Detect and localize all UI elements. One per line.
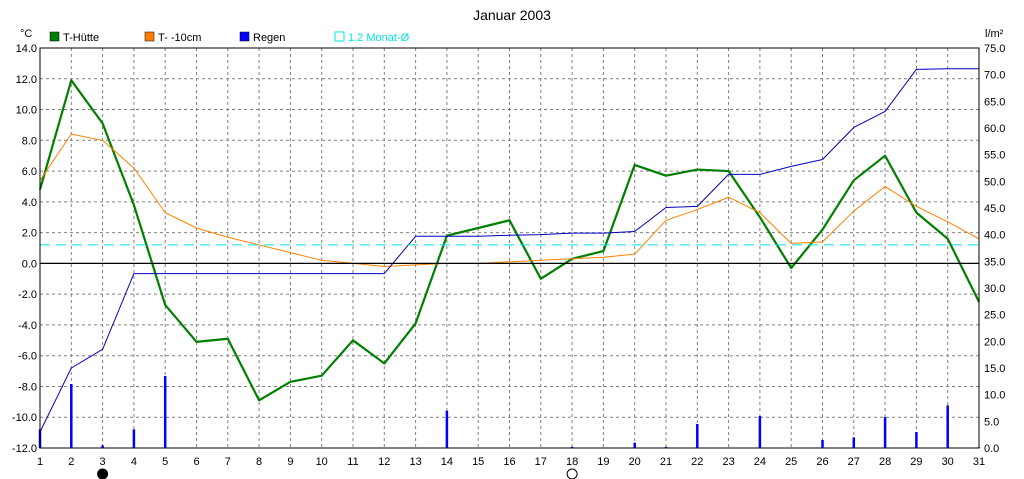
y-left-tick-label: -10.0 [12, 412, 37, 424]
y-right-tick-label: 65.0 [984, 96, 1005, 108]
y-right-tick-label: 25.0 [984, 310, 1005, 322]
series-line-t-10cm [39, 133, 980, 267]
x-tick-label: 18 [566, 456, 578, 468]
y-right-unit: l/m² [985, 28, 1004, 40]
x-tick-label: 20 [629, 456, 641, 468]
y-left-tick-label: -2.0 [18, 289, 37, 301]
y-left-tick-label: -4.0 [18, 320, 37, 332]
legend-label: T- -10cm [158, 32, 201, 44]
x-tick-label: 7 [225, 456, 231, 468]
legend-label: Regen [253, 32, 285, 44]
y-left-tick-label: -6.0 [18, 351, 37, 363]
x-tick-label: 9 [287, 456, 293, 468]
x-tick-label: 31 [973, 456, 985, 468]
y-left-tick-label: 14.0 [16, 43, 37, 55]
y-right-tick-label: 40.0 [984, 230, 1005, 242]
y-left-tick-label: 8.0 [22, 135, 37, 147]
chart-title: Januar 2003 [473, 7, 551, 23]
x-tick-label: 22 [691, 456, 703, 468]
x-tick-label: 25 [785, 456, 797, 468]
legend-swatch [144, 31, 155, 42]
legend: T-Hütte T- -10cm Regen 1.2 Monat-Ø [49, 31, 410, 44]
legend-swatch [334, 31, 345, 42]
x-tick-label: 4 [131, 456, 137, 468]
x-tick-label: 6 [193, 456, 199, 468]
x-tick-label: 21 [660, 456, 672, 468]
x-tick-label: 8 [256, 456, 262, 468]
y-left-tick-label: 10.0 [16, 105, 37, 117]
full-moon-icon [566, 468, 578, 479]
y-right-tick-label: 50.0 [984, 176, 1005, 188]
legend-label: 1.2 Monat-Ø [348, 32, 410, 44]
x-tick-label: 13 [409, 456, 421, 468]
y-right-tick-label: 60.0 [984, 123, 1005, 135]
moon-phases [97, 468, 578, 479]
y-right-tick-label: 10.0 [984, 390, 1005, 402]
x-tick-label: 29 [910, 456, 922, 468]
y-right-tick-label: 5.0 [984, 416, 999, 428]
y-left-tick-label: 2.0 [22, 228, 37, 240]
y-left-tick-label: 0.0 [22, 258, 37, 270]
x-tick-label: 17 [535, 456, 547, 468]
legend-swatch [49, 31, 60, 42]
y-right-tick-label: 0.0 [984, 443, 999, 455]
y-right-tick-label: 75.0 [984, 43, 1005, 55]
x-tick-label: 12 [378, 456, 390, 468]
x-tick-label: 16 [503, 456, 515, 468]
x-tick-label: 24 [754, 456, 766, 468]
x-tick-label: 19 [597, 456, 609, 468]
y-left-unit: °C [20, 28, 32, 40]
axes: 1 2 3 4 5 6 7 8 9 10 11 12 13 14 15 16 17 18 19 20 21 22 23 24 2… [12, 43, 1006, 468]
rain-bars [38, 376, 981, 448]
y-left-tick-label: -12.0 [12, 443, 37, 455]
y-left-tick-label: 4.0 [22, 197, 37, 209]
x-tick-label: 30 [942, 456, 954, 468]
y-right-tick-label: 30.0 [984, 283, 1005, 295]
series-line-t-huette [38, 79, 980, 402]
series-lines [38, 68, 980, 433]
x-tick-label: 27 [848, 456, 860, 468]
y-right-tick-label: 45.0 [984, 203, 1005, 215]
y-left-tick-label: 12.0 [16, 74, 37, 86]
legend-swatch [239, 31, 250, 42]
y-left-tick-label: -8.0 [18, 381, 37, 393]
x-tick-label: 1 [37, 456, 43, 468]
y-right-tick-label: 15.0 [984, 363, 1005, 375]
new-moon-icon [97, 468, 109, 479]
x-tick-label: 28 [879, 456, 891, 468]
x-tick-label: 5 [162, 456, 168, 468]
legend-label: T-Hütte [63, 32, 99, 44]
series-line-rain-sum [39, 68, 979, 433]
y-right-tick-label: 35.0 [984, 256, 1005, 268]
x-tick-label: 26 [816, 456, 828, 468]
x-tick-label: 3 [100, 456, 106, 468]
x-tick-label: 14 [441, 456, 453, 468]
y-right-tick-label: 70.0 [984, 70, 1005, 82]
x-tick-label: 10 [316, 456, 328, 468]
y-right-tick-label: 20.0 [984, 336, 1005, 348]
y-right-tick-label: 55.0 [984, 150, 1005, 162]
x-tick-label: 11 [347, 456, 358, 468]
x-tick-label: 15 [472, 456, 484, 468]
plot-frame [39, 47, 980, 449]
x-tick-label: 2 [68, 456, 74, 468]
y-left-tick-label: 6.0 [22, 166, 37, 178]
grid [40, 48, 979, 448]
x-tick-label: 23 [722, 456, 734, 468]
